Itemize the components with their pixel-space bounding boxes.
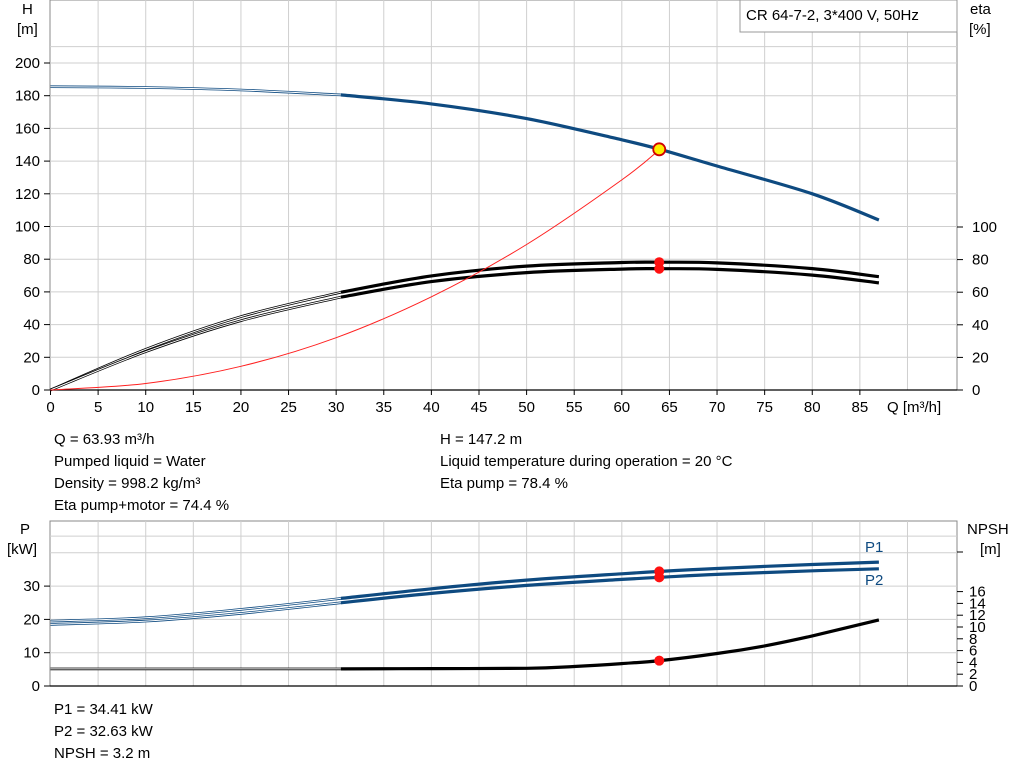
h-tick-label: 180 xyxy=(15,88,40,105)
h-curve-extrapolated-inner xyxy=(50,86,341,96)
eta-pump-motor-curve xyxy=(340,267,880,299)
h-tick-label: 120 xyxy=(15,186,40,203)
chart-title: CR 64-7-2, 3*400 V, 50Hz xyxy=(746,7,919,24)
p1-curve-extrapolated-inner xyxy=(50,597,341,622)
eta-pump-motor-duty-point xyxy=(654,263,665,274)
info-q: Q = 63.93 m³/h xyxy=(54,431,155,448)
npsh-tick-label: 0 xyxy=(969,678,977,695)
h-axis-unit: [m] xyxy=(17,21,38,38)
curves xyxy=(49,85,880,671)
eta-tick-label: 20 xyxy=(972,349,989,366)
q-tick-label: 15 xyxy=(185,399,202,416)
p-axis-unit: [kW] xyxy=(7,541,37,558)
info-p2: P2 = 32.63 kW xyxy=(54,723,153,740)
eta-axis-label: eta xyxy=(970,1,992,18)
q-tick-label: 65 xyxy=(661,399,678,416)
plot-frame xyxy=(49,520,958,687)
info-density: Density = 998.2 kg/m³ xyxy=(54,475,201,492)
plot-frame xyxy=(49,0,958,391)
q-tick-label: 70 xyxy=(709,399,726,416)
npsh-axis-label: NPSH xyxy=(967,521,1009,538)
q-tick-label: 10 xyxy=(137,399,154,416)
npsh-duty-point xyxy=(654,655,665,666)
q-tick-label: 80 xyxy=(804,399,821,416)
q-tick-label: 45 xyxy=(471,399,488,416)
q-tick-label: 60 xyxy=(613,399,630,416)
h-curve xyxy=(340,93,880,222)
upper-tick-labels: 0 20 40 60 80 100 120 140 160 180 200 0 20 40 60 80 100 0… xyxy=(15,55,997,416)
h-tick-label: 0 xyxy=(32,382,40,399)
npsh-tick-label: 10 xyxy=(969,619,986,636)
duty-points xyxy=(652,142,667,666)
eta-pump-motor-curve-extrapolated-inner xyxy=(50,296,342,391)
q-tick-label: 85 xyxy=(852,399,869,416)
h-duty-point xyxy=(652,142,667,157)
npsh-tick-label: 2 xyxy=(969,666,977,683)
q-tick-label: 75 xyxy=(756,399,773,416)
npsh-tick-label: 4 xyxy=(969,654,977,671)
q-tick-label: 40 xyxy=(423,399,440,416)
eta-tick-label: 80 xyxy=(972,252,989,269)
npsh-tick-label: 14 xyxy=(969,595,986,612)
p2-curve xyxy=(340,567,879,605)
h-tick-label: 40 xyxy=(23,317,40,334)
p-tick-label: 0 xyxy=(32,678,40,695)
q-tick-label: 25 xyxy=(280,399,297,416)
p2-curve-extrapolated-inner xyxy=(50,602,341,625)
info-p1: P1 = 34.41 kW xyxy=(54,701,153,718)
npsh-tick-label: 12 xyxy=(969,607,986,624)
q-tick-label: 35 xyxy=(375,399,392,416)
h-tick-label: 20 xyxy=(23,349,40,366)
info-eta-pump: Eta pump = 78.4 % xyxy=(440,475,568,492)
npsh-tick-label: 8 xyxy=(969,631,977,648)
q-axis-label: Q [m³/h] xyxy=(887,399,941,416)
p2-duty-point xyxy=(654,572,665,583)
system-curve xyxy=(50,148,661,391)
npsh-curve xyxy=(340,618,880,671)
q-tick-label: 20 xyxy=(233,399,250,416)
q-tick-label: 55 xyxy=(566,399,583,416)
info-liquid: Pumped liquid = Water xyxy=(54,453,206,470)
eta-pump-curve xyxy=(340,260,880,294)
p-tick-label: 20 xyxy=(23,611,40,628)
info-temperature: Liquid temperature during operation = 20… xyxy=(440,453,733,470)
eta-tick-label: 60 xyxy=(972,284,989,301)
npsh-tick-label: 16 xyxy=(969,584,986,601)
h-tick-label: 60 xyxy=(23,284,40,301)
eta-tick-label: 100 xyxy=(972,219,997,236)
info-eta-pump-motor: Eta pump+motor = 74.4 % xyxy=(54,497,230,514)
p-axis-label: P xyxy=(20,521,30,538)
npsh-tick-label: 6 xyxy=(969,643,977,660)
h-axis-label: H xyxy=(22,1,33,18)
lower-grid xyxy=(49,520,958,687)
q-tick-label: 0 xyxy=(46,399,54,416)
upper-grid xyxy=(49,0,958,391)
h-tick-label: 160 xyxy=(15,120,40,137)
info-npsh: NPSH = 3.2 m xyxy=(54,745,151,762)
p1-curve xyxy=(340,560,879,600)
q-tick-label: 50 xyxy=(518,399,535,416)
info-h: H = 147.2 m xyxy=(440,431,523,448)
p1-curve-label: P1 xyxy=(865,539,883,556)
p-tick-label: 30 xyxy=(23,578,40,595)
p2-curve-label: P2 xyxy=(865,572,883,589)
eta-tick-label: 0 xyxy=(972,382,980,399)
q-tick-label: 5 xyxy=(94,399,102,416)
h-tick-label: 100 xyxy=(15,219,40,236)
eta-axis-unit: [%] xyxy=(969,21,991,38)
q-tick-label: 30 xyxy=(328,399,345,416)
h-tick-label: 80 xyxy=(23,251,40,268)
title-box xyxy=(739,0,958,33)
h-tick-label: 140 xyxy=(15,153,40,170)
eta-tick-label: 40 xyxy=(972,317,989,334)
p-tick-label: 10 xyxy=(23,645,40,662)
npsh-axis-unit: [m] xyxy=(980,541,1001,558)
h-tick-label: 200 xyxy=(15,55,40,72)
